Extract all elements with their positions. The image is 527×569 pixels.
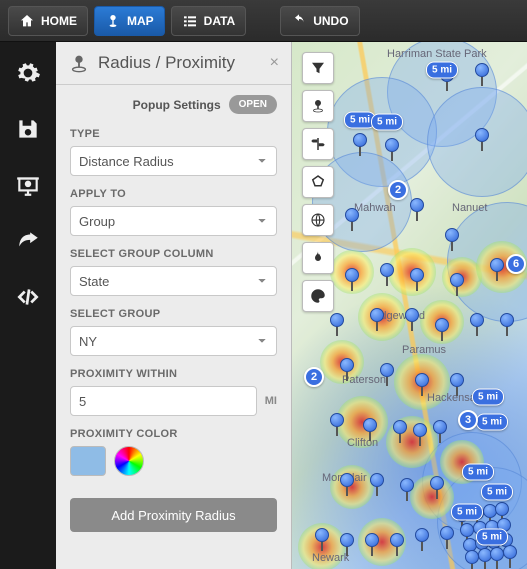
proximity-icon: [68, 52, 90, 74]
map-tools: [302, 52, 334, 312]
embed-icon[interactable]: [15, 284, 41, 310]
home-button[interactable]: HOME: [8, 6, 88, 36]
type-select[interactable]: Distance Radius: [70, 146, 277, 176]
applyto-label: APPLY TO: [70, 188, 277, 200]
popup-open-button[interactable]: OPEN: [229, 95, 277, 114]
data-button[interactable]: DATA: [171, 6, 247, 36]
applyto-select[interactable]: Group: [70, 206, 277, 236]
panel-close-button[interactable]: ×: [270, 54, 279, 72]
list-icon: [182, 13, 198, 29]
map-pin-icon: [105, 13, 121, 29]
group-label: SELECT GROUP: [70, 308, 277, 320]
groupcol-select[interactable]: State: [70, 266, 277, 296]
globe-tool[interactable]: [302, 204, 334, 236]
panel-header: Radius / Proximity ×: [56, 42, 291, 85]
home-icon: [19, 13, 35, 29]
panel-title: Radius / Proximity: [98, 53, 262, 73]
proximity-unit: MI: [265, 395, 277, 407]
popup-settings-label: Popup Settings: [133, 98, 221, 112]
color-swatch[interactable]: [70, 446, 106, 476]
filter-tool[interactable]: [302, 52, 334, 84]
undo-label: UNDO: [313, 14, 348, 28]
signpost-tool[interactable]: [302, 128, 334, 160]
undo-icon: [291, 13, 307, 29]
heat-tool[interactable]: [302, 242, 334, 274]
shape-tool[interactable]: [302, 166, 334, 198]
present-icon[interactable]: [15, 172, 41, 198]
color-label: PROXIMITY COLOR: [70, 428, 277, 440]
groupcol-label: SELECT GROUP COLUMN: [70, 248, 277, 260]
share-icon[interactable]: [15, 228, 41, 254]
top-bar: HOME MAP DATA UNDO: [0, 0, 527, 42]
add-proximity-button[interactable]: Add Proximity Radius: [70, 498, 277, 532]
save-icon[interactable]: [15, 116, 41, 142]
settings-icon[interactable]: [15, 60, 41, 86]
main-area: Radius / Proximity × Popup Settings OPEN…: [0, 42, 527, 569]
proximity-label: PROXIMITY WITHIN: [70, 368, 277, 380]
data-label: DATA: [204, 14, 236, 28]
left-rail: [0, 42, 56, 569]
map-canvas[interactable]: Harriman State ParkMahwahNanuetRidgewood…: [292, 42, 527, 569]
pin-tool[interactable]: [302, 90, 334, 122]
home-label: HOME: [41, 14, 77, 28]
undo-button[interactable]: UNDO: [280, 6, 359, 36]
color-wheel[interactable]: [114, 446, 144, 476]
map-label: MAP: [127, 14, 154, 28]
proximity-input[interactable]: [70, 386, 257, 416]
map-button[interactable]: MAP: [94, 6, 165, 36]
radius-panel: Radius / Proximity × Popup Settings OPEN…: [56, 42, 292, 569]
type-label: TYPE: [70, 128, 277, 140]
style-tool[interactable]: [302, 280, 334, 312]
group-select[interactable]: NY: [70, 326, 277, 356]
panel-body: Popup Settings OPEN TYPE Distance Radius…: [56, 85, 291, 569]
